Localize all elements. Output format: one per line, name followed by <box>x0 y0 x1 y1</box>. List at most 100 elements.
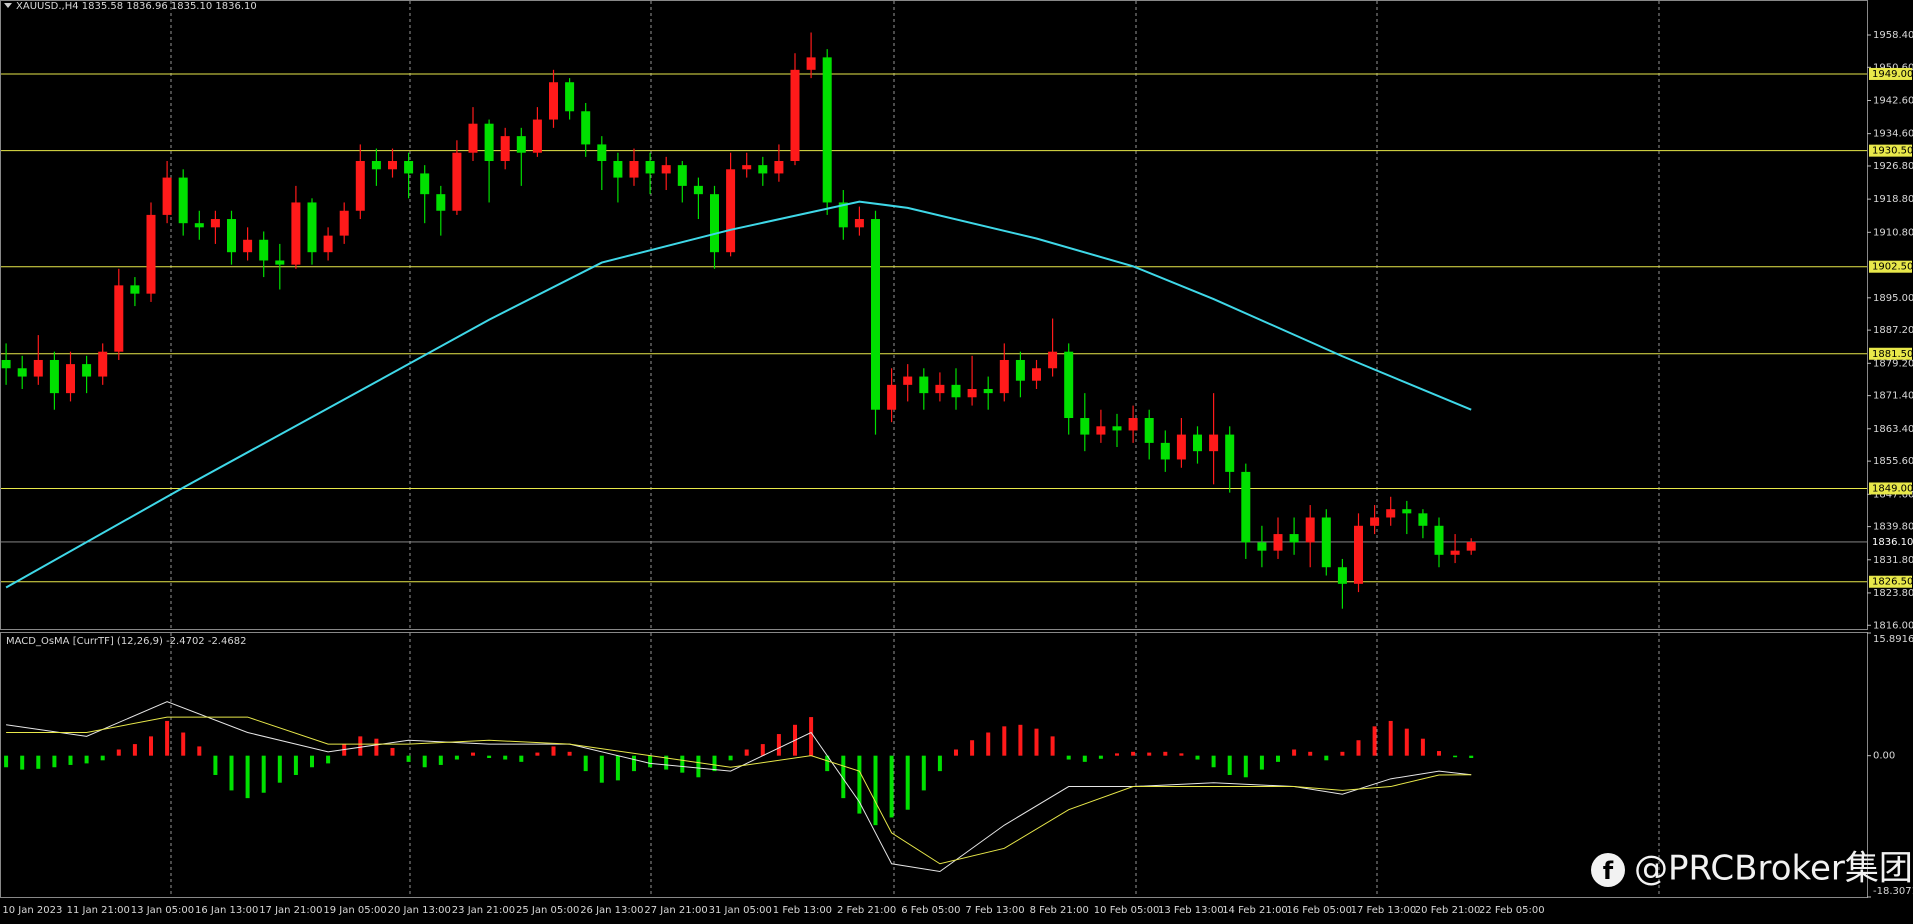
level-label: 1902.50 <box>1872 262 1913 273</box>
histogram-bar <box>487 755 492 758</box>
histogram-bar <box>213 755 218 775</box>
histogram-bar <box>1453 755 1458 758</box>
histogram-bar <box>1404 728 1409 756</box>
candle-body <box>1418 513 1428 526</box>
histogram-bar <box>1356 740 1361 756</box>
level-label-bg <box>1869 67 1912 80</box>
histogram-bar <box>277 755 282 783</box>
histogram-bar <box>1163 751 1168 756</box>
candle-body <box>645 161 655 174</box>
candle-body <box>565 82 575 112</box>
histogram-bar <box>149 736 153 756</box>
histogram-bar <box>857 755 862 814</box>
histogram-bar <box>406 755 411 762</box>
histogram-bar <box>825 755 830 772</box>
histogram-bar <box>52 755 57 768</box>
y-tick-label: -18.3071 <box>1873 886 1913 897</box>
histogram-bar <box>358 736 363 756</box>
candle-body <box>1337 567 1347 584</box>
y-tick-label: 1887.20 <box>1873 325 1913 336</box>
histogram-bar <box>1034 728 1039 756</box>
candle-body <box>822 57 832 203</box>
level-label-bg <box>1869 575 1912 588</box>
x-tick-label: 23 Jan 21:00 <box>452 905 515 916</box>
y-tick-label: 1934.60 <box>1873 129 1913 140</box>
candle-body <box>1434 525 1444 555</box>
chart-title: XAUUSD.,H4 1835.58 1836.96 1835.10 1836.… <box>16 1 257 12</box>
candle-body <box>790 69 800 162</box>
histogram-bar <box>921 755 926 791</box>
x-tick-label: 16 Jan 13:00 <box>195 905 258 916</box>
x-tick-label: 20 Feb 21:00 <box>1415 905 1481 916</box>
histogram-bar <box>1469 755 1474 758</box>
candle-body <box>1193 434 1202 452</box>
histogram-bar <box>1308 751 1313 756</box>
candle-body <box>661 165 671 174</box>
histogram-bar <box>68 755 73 765</box>
y-tick-label: 1863.40 <box>1873 424 1913 435</box>
candle-body <box>726 169 736 253</box>
candle-body <box>1241 471 1251 543</box>
histogram-bar <box>245 755 250 799</box>
histogram-bar <box>1131 751 1136 756</box>
candle-body <box>227 219 236 253</box>
histogram-bar <box>1340 751 1345 756</box>
candle-body <box>919 376 929 394</box>
moving-average <box>5 200 1472 589</box>
candle-body <box>388 161 397 170</box>
current-price-label: 1836.10 <box>1872 537 1913 548</box>
candle-body <box>194 223 204 228</box>
candle-body <box>806 57 816 70</box>
level-label: 1881.50 <box>1872 349 1913 360</box>
candle-body <box>1450 550 1460 555</box>
histogram-bar <box>551 746 556 756</box>
x-tick-label: 31 Jan 05:00 <box>709 905 772 916</box>
candle-body <box>259 239 269 261</box>
candle-body <box>436 194 446 211</box>
candle-body <box>710 194 719 253</box>
x-tick-label: 20 Jan 13:00 <box>388 905 451 916</box>
histogram-bar <box>116 749 121 756</box>
y-tick-label: 1950.60 <box>1873 62 1913 73</box>
histogram-bar <box>1372 726 1377 756</box>
level-label-bg <box>1869 144 1912 157</box>
histogram-bar <box>374 738 379 756</box>
histogram-bar <box>1066 755 1071 760</box>
x-tick-label: 11 Jan 21:00 <box>67 905 130 916</box>
facebook-letter: f <box>1603 857 1614 885</box>
candle-body <box>532 119 542 153</box>
candle-body <box>1209 434 1219 452</box>
candle-body <box>500 136 510 162</box>
histogram-bar <box>1437 751 1441 756</box>
histogram-bar <box>261 755 266 793</box>
candle-body <box>404 161 414 174</box>
histogram-bar <box>471 752 475 756</box>
candle-body <box>597 144 607 162</box>
candle-body <box>49 359 59 394</box>
y-tick-label: 15.8916 <box>1873 634 1913 645</box>
candle-body <box>339 210 349 236</box>
histogram-bar <box>519 755 524 762</box>
y-tick-label: 1910.80 <box>1873 227 1913 238</box>
candle-body <box>516 136 526 153</box>
candle-body <box>1273 534 1283 551</box>
candle-body <box>1305 517 1315 543</box>
histogram-bar <box>20 755 25 770</box>
histogram-bar <box>1388 720 1393 756</box>
histogram-bar <box>390 747 395 756</box>
candle-body <box>1386 509 1396 518</box>
histogram-bar <box>535 752 540 756</box>
candle-body <box>1128 418 1138 431</box>
candle-body <box>1466 541 1476 551</box>
y-tick-label: 1879.20 <box>1873 358 1913 369</box>
candle-body <box>887 384 897 410</box>
candle-body <box>613 161 623 178</box>
y-tick-label: 1823.80 <box>1873 588 1913 599</box>
histogram-bar <box>1050 736 1055 756</box>
candle-body <box>162 177 172 215</box>
histogram-bar <box>1324 755 1329 761</box>
histogram-bar <box>1018 724 1023 756</box>
histogram-bar <box>567 751 572 756</box>
candle-body <box>210 219 220 228</box>
histogram-bar <box>229 755 234 791</box>
